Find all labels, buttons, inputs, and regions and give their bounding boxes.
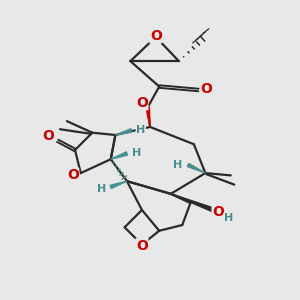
Text: H: H xyxy=(136,125,146,135)
Text: O: O xyxy=(43,129,54,143)
Text: O: O xyxy=(67,168,79,182)
Polygon shape xyxy=(146,107,150,127)
Text: O: O xyxy=(136,96,148,110)
Polygon shape xyxy=(110,181,127,189)
Polygon shape xyxy=(116,129,132,135)
Text: O: O xyxy=(212,205,224,219)
Text: H: H xyxy=(224,213,233,223)
Polygon shape xyxy=(171,194,214,212)
Polygon shape xyxy=(111,152,128,159)
Text: O: O xyxy=(136,239,148,253)
Text: O: O xyxy=(201,82,212,96)
Text: H: H xyxy=(131,148,141,158)
Text: H: H xyxy=(97,184,106,194)
Text: H: H xyxy=(173,160,182,170)
Polygon shape xyxy=(187,164,206,173)
Text: O: O xyxy=(150,29,162,43)
